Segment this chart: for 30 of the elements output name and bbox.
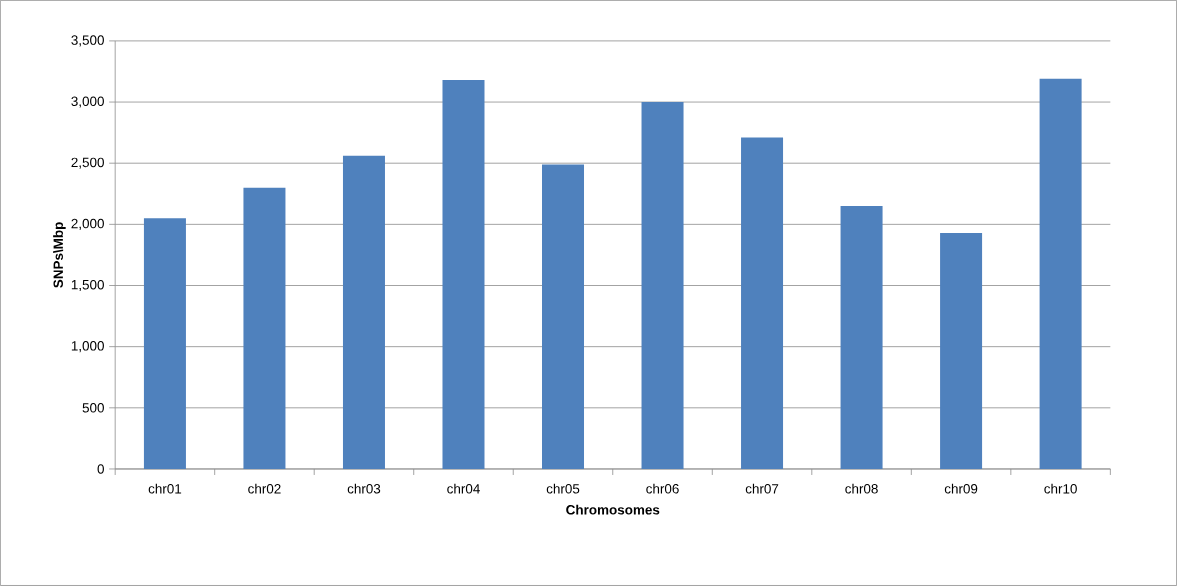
x-tick-label: chr06 [646,483,679,494]
y-tick-label: 3,500 [71,35,104,47]
x-tick-label: chr01 [148,483,182,494]
x-tick-label: chr05 [546,483,580,494]
y-tick-label: 2,000 [71,218,104,230]
x-tick-label: chr02 [248,483,281,494]
bar [243,187,286,470]
bar [840,206,883,470]
x-tick-label: chr10 [1044,483,1077,494]
x-tick-label: chr08 [845,483,878,494]
bar [442,80,485,470]
y-axis-title: SNPs\Mbp [53,222,66,288]
y-tick-label: 0 [97,464,104,474]
bar [940,232,983,470]
bar [641,102,684,470]
y-tick-label: 500 [82,403,104,413]
y-tick-label: 1,000 [71,341,104,353]
y-tick-label: 1,500 [71,280,104,292]
x-tick-label: chr03 [347,483,381,494]
y-tick-label: 2,500 [71,157,104,169]
bar [741,137,784,470]
x-tick-label: chr09 [944,483,978,494]
bar [143,218,186,470]
x-tick-label: chr07 [745,483,779,494]
x-tick-label: chr04 [447,483,480,494]
bar [542,164,585,470]
bar [342,155,385,470]
x-axis-title: Chromosomes [566,504,660,515]
y-tick-label: 3,000 [71,96,104,108]
bar [1039,78,1082,470]
